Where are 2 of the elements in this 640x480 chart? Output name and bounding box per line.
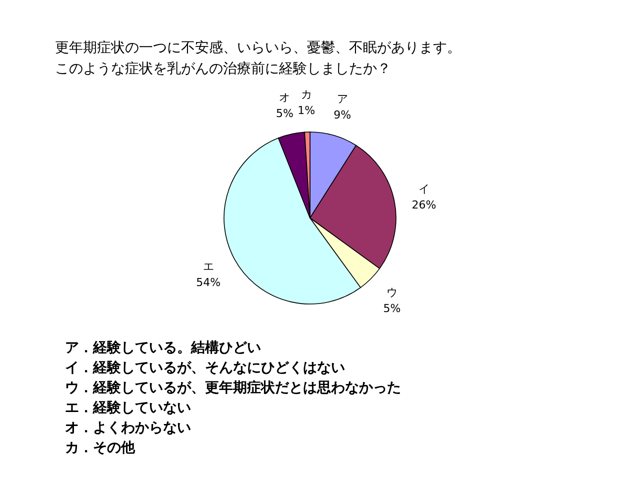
title: 更年期症状の一つに不安感、いらいら、憂鬱、不眠があります。 — [55, 40, 461, 56]
subtitle: このような症状を乳がんの治療前に経験しましたか？ — [55, 61, 391, 77]
